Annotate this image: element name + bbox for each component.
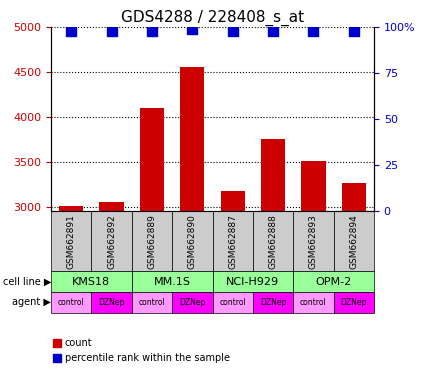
Bar [59, 206, 83, 384]
Text: DZNep: DZNep [340, 298, 367, 307]
Text: KMS18: KMS18 [72, 277, 110, 287]
Text: DZNep: DZNep [260, 298, 286, 307]
Text: MM.1S: MM.1S [153, 277, 191, 287]
Point [230, 28, 236, 34]
FancyBboxPatch shape [212, 211, 253, 271]
Text: GSM662890: GSM662890 [188, 214, 197, 269]
FancyBboxPatch shape [253, 211, 293, 271]
FancyBboxPatch shape [51, 211, 91, 271]
Bar [301, 161, 326, 384]
Legend: count, percentile rank within the sample: count, percentile rank within the sample [49, 334, 234, 367]
FancyBboxPatch shape [212, 271, 293, 292]
Bar [342, 183, 366, 384]
FancyBboxPatch shape [293, 211, 334, 271]
Text: agent ▶: agent ▶ [12, 298, 51, 308]
FancyBboxPatch shape [172, 292, 212, 313]
Bar [261, 139, 285, 384]
Text: control: control [219, 298, 246, 307]
Text: OPM-2: OPM-2 [315, 277, 352, 287]
FancyBboxPatch shape [293, 271, 374, 292]
Bar [180, 67, 204, 384]
Point [149, 28, 156, 34]
Text: control: control [300, 298, 327, 307]
Text: DZNep: DZNep [179, 298, 206, 307]
FancyBboxPatch shape [293, 292, 334, 313]
FancyBboxPatch shape [172, 211, 212, 271]
FancyBboxPatch shape [91, 211, 132, 271]
Point [310, 28, 317, 34]
FancyBboxPatch shape [334, 292, 374, 313]
Text: GSM662894: GSM662894 [349, 214, 358, 269]
Text: NCI-H929: NCI-H929 [226, 277, 280, 287]
FancyBboxPatch shape [91, 292, 132, 313]
Point [108, 28, 115, 34]
FancyBboxPatch shape [132, 211, 172, 271]
FancyBboxPatch shape [212, 292, 253, 313]
Text: control: control [139, 298, 165, 307]
FancyBboxPatch shape [132, 271, 212, 292]
Point [189, 26, 196, 32]
Bar [99, 202, 124, 384]
FancyBboxPatch shape [51, 271, 132, 292]
Text: GSM662887: GSM662887 [228, 214, 237, 269]
Point [269, 28, 276, 34]
Text: GSM662891: GSM662891 [67, 214, 76, 269]
Title: GDS4288 / 228408_s_at: GDS4288 / 228408_s_at [121, 9, 304, 25]
Text: cell line ▶: cell line ▶ [3, 277, 51, 287]
Text: GSM662893: GSM662893 [309, 214, 318, 269]
Text: GSM662889: GSM662889 [147, 214, 156, 269]
Point [350, 28, 357, 34]
Bar [221, 191, 245, 384]
FancyBboxPatch shape [253, 292, 293, 313]
FancyBboxPatch shape [51, 292, 91, 313]
Text: DZNep: DZNep [98, 298, 125, 307]
Text: control: control [58, 298, 85, 307]
Text: GSM662888: GSM662888 [269, 214, 278, 269]
Point [68, 28, 75, 34]
Bar [140, 108, 164, 384]
FancyBboxPatch shape [334, 211, 374, 271]
Text: GSM662892: GSM662892 [107, 214, 116, 269]
FancyBboxPatch shape [132, 292, 172, 313]
